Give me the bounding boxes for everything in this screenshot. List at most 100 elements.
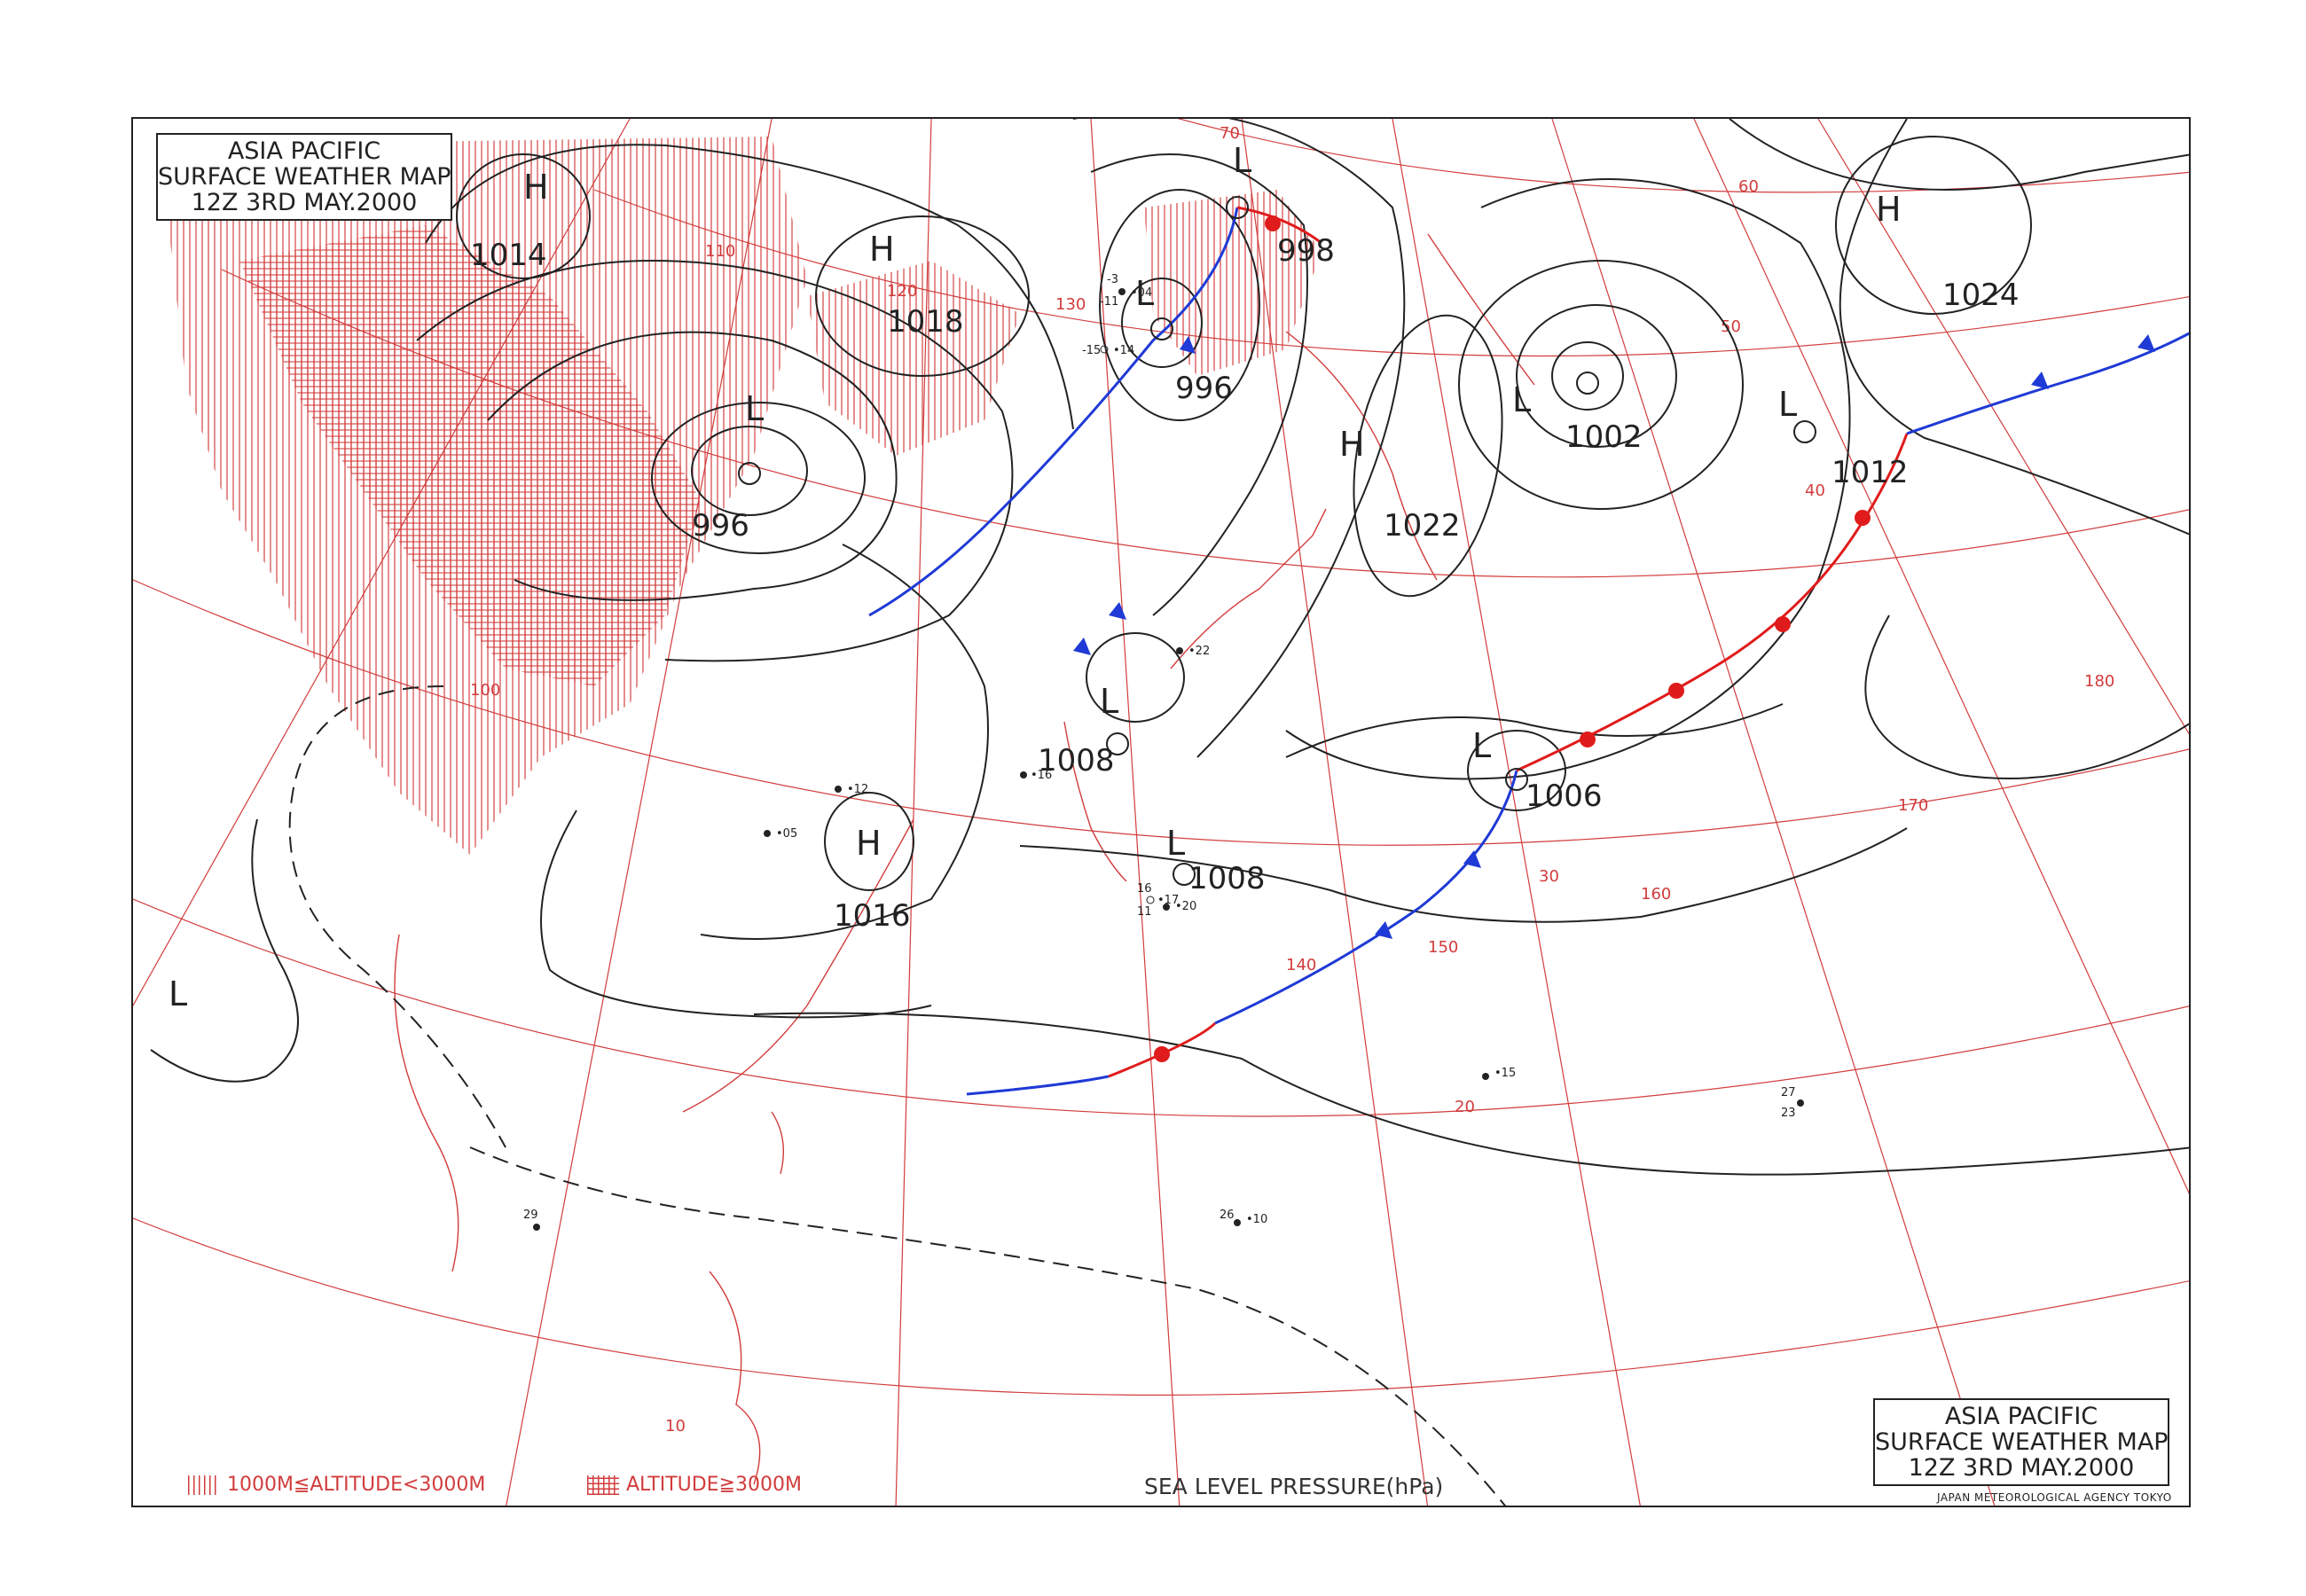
map-frame: 70 60 50 40 30 20 10 100 110 120 130 140…	[131, 117, 2191, 1507]
lat-label-20: 20	[1455, 1098, 1475, 1116]
warm-front-semicircle	[1668, 683, 1684, 699]
isobar-1008-south	[1285, 703, 1784, 758]
station-circle	[764, 830, 771, 837]
station-circle	[1118, 288, 1126, 295]
warm-front-semicircles	[1154, 215, 1871, 1062]
station-plot: •20	[1163, 900, 1196, 913]
legend-high-label: ALTITUDE≧3000M	[626, 1474, 802, 1496]
low-1008-west-letter: L	[1100, 682, 1118, 721]
terrain-high-altitude	[239, 225, 701, 686]
station-value: -15	[1082, 344, 1101, 357]
coast-sea-of-okhotsk	[1285, 331, 1438, 581]
cold-front-triangle	[1109, 602, 1126, 620]
lon-label-110: 110	[705, 242, 735, 261]
low-1008-west-marker	[1106, 732, 1129, 755]
station-value: 11	[1137, 905, 1152, 919]
legend-high-altitude: ALTITUDE≧3000M	[587, 1474, 802, 1496]
station-value: •22	[1188, 645, 1210, 658]
pressure-units-label: SEA LEVEL PRESSURE(hPa)	[1144, 1474, 1444, 1499]
station-circle	[1482, 1073, 1489, 1080]
isobar-1012-southwest	[540, 810, 932, 1019]
low-1008-east: L 1008	[1166, 824, 1266, 896]
lon-label-120: 120	[887, 282, 917, 301]
high-1022-value: 1022	[1384, 508, 1461, 544]
lat-label-70: 70	[1220, 124, 1240, 143]
low-1008-west: L 1008	[1038, 682, 1129, 778]
legend-mid-swatch	[188, 1475, 220, 1495]
isobar-1006-low	[1467, 730, 1566, 811]
station-value: 16	[1137, 882, 1152, 896]
high-1016: H 1016	[834, 824, 911, 934]
low-996-east-value: 996	[1175, 371, 1233, 406]
map-title-bottom: ASIA PACIFIC SURFACE WEATHER MAP 12Z 3RD…	[1873, 1398, 2169, 1487]
lon-label-130: 130	[1055, 295, 1086, 314]
cold-front-triangle	[1180, 336, 1196, 354]
station-plots: -3 -11 •04 -15 •14 26 •10 •15 27 23	[523, 273, 1804, 1231]
cold-front-triangle	[2137, 334, 2155, 352]
low-996-west: L 996	[692, 389, 764, 544]
isobar-1008-east	[1073, 119, 1406, 758]
lon-label-100: 100	[470, 681, 500, 700]
station-circle	[1176, 647, 1183, 654]
isobar-1008-low	[1458, 260, 1744, 510]
isobar-1008-japan-low	[1086, 632, 1185, 723]
stationary-front-south	[966, 1075, 1110, 1096]
low-998-marker	[1226, 196, 1249, 219]
station-plot: 27 23	[1781, 1086, 1804, 1120]
title-line-3: 12Z 3RD MAY.2000	[1908, 1454, 2135, 1483]
grid-labels: 70 60 50 40 30 20 10 100 110 120 130 140…	[470, 124, 2114, 1436]
agency-credit: JAPAN METEOROLOGICAL AGENCY TOKYO	[1937, 1491, 2172, 1504]
graticule	[133, 119, 2189, 1506]
high-1016-letter: H	[856, 824, 882, 863]
station-plot: •15	[1482, 1067, 1516, 1080]
terrain-shading	[160, 137, 1322, 855]
low-1008-west-value: 1008	[1038, 743, 1115, 778]
pressure-centers: H 1014 H 1018 L 996 L 998 L 996	[169, 141, 2020, 1013]
isobar-1012-southern	[753, 1012, 2189, 1176]
station-value: 27	[1781, 1086, 1796, 1099]
high-1022-letter: H	[1339, 425, 1365, 464]
lon-label-150: 150	[1428, 938, 1458, 957]
latitude-line-10	[133, 1217, 2189, 1396]
station-value: -3	[1107, 273, 1118, 286]
isobar-1004-east	[1090, 153, 1308, 616]
longitude-line-180	[1817, 119, 2189, 735]
high-1024-letter: H	[1876, 190, 1902, 229]
low-1002-value: 1002	[1565, 419, 1643, 455]
cold-front-south	[1214, 770, 1518, 1025]
coast-kamchatka	[1427, 233, 1535, 386]
isobar-1008-southwest	[150, 818, 299, 1083]
legend-high-swatch	[587, 1475, 619, 1495]
warm-front-semicircle	[1154, 1046, 1170, 1062]
coast-japan	[1170, 508, 1327, 669]
cold-front-triangle	[1073, 638, 1091, 655]
warm-front-semicircle	[1580, 732, 1596, 747]
high-1018-letter: H	[869, 230, 895, 269]
low-1006-letter: L	[1472, 726, 1491, 765]
lon-label-180: 180	[2084, 672, 2114, 691]
lat-label-30: 30	[1539, 867, 1559, 886]
coast-indochina	[394, 934, 459, 1272]
low-998: L 998	[1226, 141, 1335, 269]
station-circle	[1020, 771, 1027, 778]
station-value: •10	[1246, 1213, 1267, 1226]
coast-philippines	[709, 1271, 761, 1485]
low-1012-letter: L	[1778, 385, 1797, 424]
station-plot: 26 •10	[1220, 1209, 1267, 1226]
isobar-996-east	[1121, 278, 1203, 368]
low-southwest-letter: L	[169, 974, 187, 1013]
terrain-mid-altitude-east	[807, 261, 1020, 456]
high-1018: H 1018	[869, 230, 964, 340]
low-998-value: 998	[1277, 233, 1335, 269]
low-996-west-marker	[738, 462, 761, 485]
low-1006-value: 1006	[1526, 778, 1603, 814]
warm-front-semicircle	[1775, 616, 1791, 632]
title-line-2: SURFACE WEATHER MAP	[1875, 1428, 2169, 1457]
warm-front-east	[1516, 433, 1909, 772]
station-plot: 16 11 •17	[1137, 882, 1179, 919]
terrain-mid-altitude-kamchatka	[1144, 190, 1322, 376]
lon-label-160: 160	[1641, 885, 1671, 904]
map-title-top: ASIA PACIFIC SURFACE WEATHER MAP 12Z 3RD…	[156, 133, 452, 222]
longitude-line-150	[1392, 119, 1641, 1506]
lat-label-50: 50	[1721, 317, 1741, 336]
